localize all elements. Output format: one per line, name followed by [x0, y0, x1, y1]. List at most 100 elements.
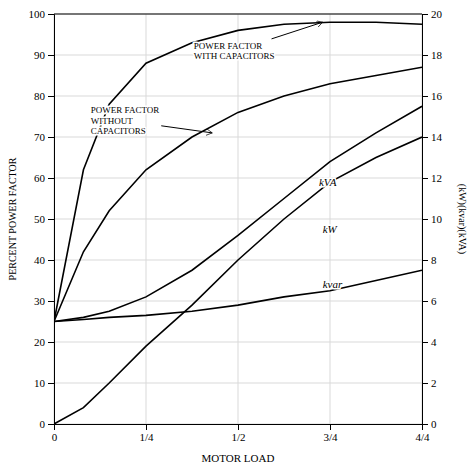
tick: 3/4	[323, 424, 338, 443]
tick-mark	[48, 424, 54, 425]
tick: 10	[422, 213, 443, 225]
tick: 1/2	[231, 424, 245, 443]
tick: 80	[34, 90, 54, 102]
tick-label: 4/4	[415, 431, 430, 443]
series-line	[54, 270, 422, 321]
tick-label: 0	[52, 431, 58, 443]
tick: 50	[34, 213, 54, 225]
tick-mark	[48, 96, 54, 97]
grid	[54, 14, 422, 424]
tick-mark	[48, 55, 54, 56]
series-line	[54, 67, 422, 321]
y-axis-title: PERCENT POWER FACTOR	[7, 157, 18, 280]
tick: 4	[422, 336, 437, 348]
series-line	[54, 137, 422, 424]
plot: 01/41/23/44/4010203040506070809010002468…	[29, 8, 443, 443]
x-axis: 0 1/4 1/2 3/4 4/4	[52, 424, 430, 443]
tick-mark	[48, 342, 54, 343]
tick-mark	[48, 137, 54, 138]
tick-label: 18	[431, 49, 443, 61]
tick-mark	[422, 424, 428, 425]
axis-line	[423, 15, 429, 425]
tick: 16	[422, 90, 443, 102]
tick: 18	[422, 49, 443, 61]
y2-axis-title: (kW)(kvar)(kVA)	[456, 184, 468, 254]
annotation: POWER FACTORWITHOUTCAPACITORS	[91, 105, 159, 136]
annotations: POWER FACTORWITH CAPACITORS POWER FACTORW…	[91, 22, 343, 290]
tick-label: 1/4	[139, 431, 154, 443]
tick-mark	[422, 260, 428, 261]
tick-mark	[48, 219, 54, 220]
series-line	[54, 106, 422, 321]
tick-label: 20	[431, 8, 443, 20]
grid-line	[54, 178, 422, 179]
tick-mark	[422, 342, 428, 343]
tick-label: 50	[34, 213, 46, 225]
series-label: kvar	[323, 278, 343, 290]
grid-line	[54, 219, 422, 220]
tick: 6	[422, 295, 437, 307]
tick-label: 14	[431, 131, 443, 143]
series-label: kVA	[319, 176, 337, 188]
y2-axis: 0 2 4 6 8 10 12 14 16 18 20	[422, 8, 443, 430]
tick-mark	[330, 424, 331, 430]
y-axis: 0 10 20 30 40 50 60 70 80 90 100	[29, 8, 55, 430]
x-axis-title: MOTOR LOAD	[202, 452, 275, 464]
tick: 14	[422, 131, 443, 143]
tick-mark	[422, 55, 428, 56]
tick: 10	[34, 377, 54, 389]
tick-label: 4	[431, 336, 437, 348]
tick-label: 100	[29, 8, 46, 20]
annotation-arrow	[272, 22, 323, 39]
tick: 8	[422, 254, 437, 266]
tick-label: 0	[431, 418, 437, 430]
tick-mark	[422, 14, 428, 15]
tick-label: 70	[34, 131, 46, 143]
tick: 30	[34, 295, 54, 307]
tick-label: 80	[34, 90, 46, 102]
grid-line	[54, 137, 422, 138]
tick-mark	[422, 219, 428, 220]
tick-label: 1/2	[231, 431, 245, 443]
tick: 90	[34, 49, 54, 61]
tick-label: 10	[431, 213, 443, 225]
axis-line	[48, 15, 55, 425]
tick: 12	[422, 172, 442, 184]
tick: 4/4	[415, 424, 430, 443]
tick: 2	[422, 377, 437, 389]
grid-line	[54, 342, 422, 343]
tick-label: 12	[431, 172, 442, 184]
axis-line	[55, 425, 423, 431]
tick: 1/4	[139, 424, 154, 443]
tick: 0	[422, 418, 437, 430]
grid-line	[54, 14, 422, 15]
tick-label: 8	[431, 254, 437, 266]
tick-mark	[48, 301, 54, 302]
tick-label: 20	[34, 336, 46, 348]
tick-label: 90	[34, 49, 46, 61]
tick-label: 16	[431, 90, 443, 102]
tick-label: 2	[431, 377, 437, 389]
tick-mark	[422, 178, 428, 179]
grid-line	[54, 96, 422, 97]
frame-line	[54, 14, 422, 15]
annotation: POWER FACTORWITH CAPACITORS	[194, 41, 275, 61]
tick: 40	[34, 254, 54, 266]
tick-label: 30	[34, 295, 46, 307]
annotation-arrow	[161, 126, 212, 133]
tick-label: 40	[34, 254, 46, 266]
tick-mark	[146, 424, 147, 430]
series-label: kW	[323, 223, 338, 235]
series-line	[54, 22, 422, 321]
tick-mark	[238, 424, 239, 430]
tick: 70	[34, 131, 54, 143]
tick: 20	[34, 336, 54, 348]
tick: 60	[34, 172, 54, 184]
tick: 100	[29, 8, 55, 20]
tick-label: 60	[34, 172, 46, 184]
tick-mark	[48, 383, 54, 384]
tick-mark	[422, 137, 428, 138]
tick-mark	[422, 96, 428, 97]
tick-label: 0	[40, 418, 46, 430]
tick-mark	[422, 301, 428, 302]
